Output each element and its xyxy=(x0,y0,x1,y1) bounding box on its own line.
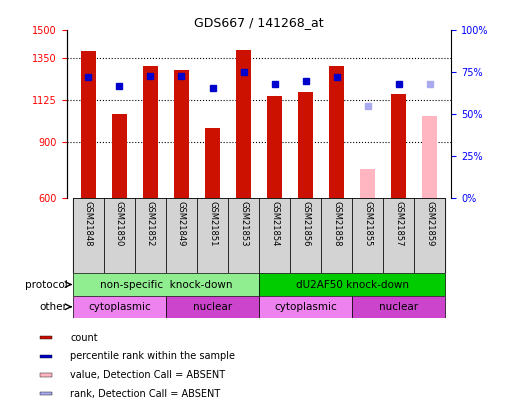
Bar xyxy=(422,116,438,198)
Bar xyxy=(352,198,383,273)
Text: nuclear: nuclear xyxy=(379,302,418,312)
Bar xyxy=(112,115,127,198)
Text: value, Detection Call = ABSENT: value, Detection Call = ABSENT xyxy=(70,370,226,380)
Text: count: count xyxy=(70,333,98,343)
Text: GSM21849: GSM21849 xyxy=(177,201,186,246)
Bar xyxy=(166,296,259,318)
Text: rank, Detection Call = ABSENT: rank, Detection Call = ABSENT xyxy=(70,389,221,399)
Bar xyxy=(73,273,259,296)
Bar xyxy=(290,198,321,273)
Bar xyxy=(321,198,352,273)
Bar xyxy=(143,66,158,198)
Bar xyxy=(205,128,220,198)
Bar xyxy=(135,198,166,273)
Text: percentile rank within the sample: percentile rank within the sample xyxy=(70,352,235,361)
Text: dU2AF50 knock-down: dU2AF50 knock-down xyxy=(295,279,409,290)
Bar xyxy=(81,51,96,198)
Bar xyxy=(360,168,376,198)
Bar xyxy=(259,198,290,273)
Bar xyxy=(41,392,52,395)
Text: cytoplasmic: cytoplasmic xyxy=(274,302,337,312)
Bar xyxy=(352,296,445,318)
Text: GSM21856: GSM21856 xyxy=(301,201,310,246)
Text: nuclear: nuclear xyxy=(193,302,232,312)
Text: GSM21857: GSM21857 xyxy=(394,201,403,246)
Text: GSM21850: GSM21850 xyxy=(115,201,124,246)
Bar xyxy=(41,373,52,377)
Text: non-specific  knock-down: non-specific knock-down xyxy=(100,279,232,290)
Bar xyxy=(174,70,189,198)
Text: GSM21858: GSM21858 xyxy=(332,201,341,246)
Bar xyxy=(391,94,406,198)
Text: protocol: protocol xyxy=(25,279,67,290)
Text: GSM21859: GSM21859 xyxy=(425,201,434,246)
Bar xyxy=(73,296,166,318)
Text: GSM21854: GSM21854 xyxy=(270,201,279,246)
Bar xyxy=(41,336,52,339)
Bar xyxy=(236,50,251,198)
Bar xyxy=(104,198,135,273)
Bar xyxy=(228,198,259,273)
Bar xyxy=(329,66,344,198)
Bar xyxy=(41,355,52,358)
Bar xyxy=(267,96,282,198)
Bar xyxy=(259,273,445,296)
Bar xyxy=(197,198,228,273)
Text: GSM21848: GSM21848 xyxy=(84,201,93,246)
Bar xyxy=(414,198,445,273)
Text: GSM21853: GSM21853 xyxy=(239,201,248,246)
Text: GSM21851: GSM21851 xyxy=(208,201,217,246)
Bar xyxy=(73,198,104,273)
Text: other: other xyxy=(40,302,67,312)
Text: GSM21855: GSM21855 xyxy=(363,201,372,246)
Text: cytoplasmic: cytoplasmic xyxy=(88,302,151,312)
Bar xyxy=(166,198,197,273)
Bar xyxy=(259,296,352,318)
Title: GDS667 / 141268_at: GDS667 / 141268_at xyxy=(194,16,324,29)
Bar xyxy=(383,198,414,273)
Text: GSM21852: GSM21852 xyxy=(146,201,155,246)
Bar xyxy=(298,92,313,198)
